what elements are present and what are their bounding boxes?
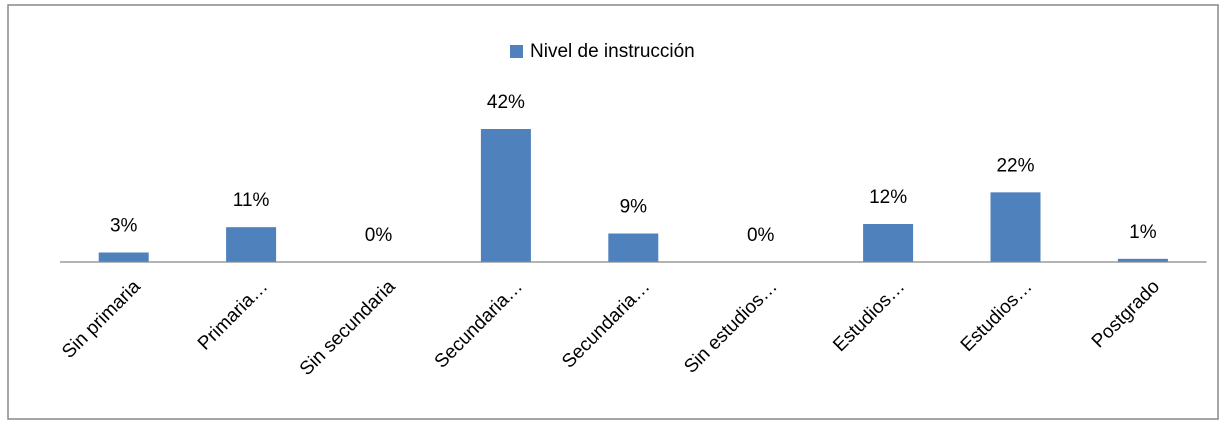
- legend-label: Nivel de instrucción: [530, 41, 695, 62]
- data-label: 12%: [869, 187, 907, 208]
- data-label: 0%: [747, 225, 775, 246]
- bar: [990, 192, 1041, 262]
- data-label: 11%: [233, 190, 270, 211]
- bar: [1117, 258, 1168, 262]
- bar: [98, 252, 149, 262]
- legend-swatch: [510, 45, 523, 58]
- data-label: 22%: [996, 155, 1034, 176]
- data-label: 1%: [1129, 222, 1157, 243]
- data-label: 3%: [110, 216, 138, 237]
- bar: [226, 227, 277, 262]
- data-label: 9%: [620, 197, 648, 218]
- data-label: 42%: [487, 92, 525, 113]
- bar: [480, 129, 531, 262]
- bar: [863, 224, 914, 262]
- data-label: 0%: [365, 225, 393, 246]
- bar: [608, 233, 659, 262]
